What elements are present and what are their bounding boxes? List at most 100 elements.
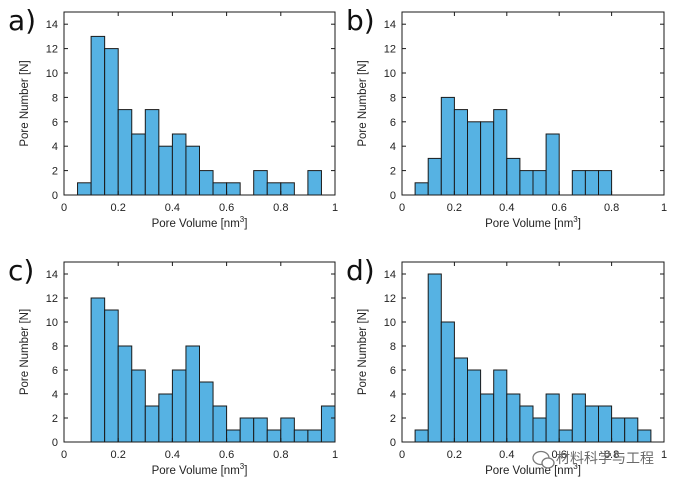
histogram-bar (199, 170, 214, 196)
y-axis-label: Pore Number [N] (357, 60, 369, 146)
x-tick-label: 0.8 (273, 449, 288, 461)
y-tick-label: 0 (390, 437, 396, 449)
y-tick-label: 6 (52, 117, 58, 129)
histogram-bar (532, 417, 547, 443)
histogram-bar (90, 35, 106, 196)
x-tick-label: 0 (61, 202, 67, 214)
histogram-bar (293, 429, 309, 443)
histogram-bar (637, 429, 652, 443)
y-tick-label: 4 (52, 389, 58, 401)
histogram-bar (158, 145, 173, 196)
x-tick-label: 1 (661, 449, 667, 461)
y-tick-label: 6 (390, 117, 396, 129)
x-tick-label: 1 (661, 202, 667, 214)
y-tick-label: 14 (384, 19, 396, 31)
y-tick-label: 2 (390, 166, 396, 178)
y-tick-label: 4 (390, 389, 396, 401)
y-tick-label: 8 (390, 92, 396, 104)
histogram-bar (571, 170, 586, 196)
histogram-bar (493, 109, 508, 196)
histogram-bar (185, 145, 200, 196)
histogram-bar (199, 381, 214, 443)
y-tick-label: 12 (384, 293, 396, 305)
y-tick-label: 2 (390, 413, 396, 425)
histogram-bar (558, 429, 573, 443)
y-tick-label: 0 (390, 190, 396, 202)
wechat-icon (532, 450, 555, 469)
histogram-bar (506, 157, 521, 196)
histogram-bar (185, 345, 200, 443)
y-tick-label: 2 (52, 413, 58, 425)
x-tick-label: 0.4 (499, 449, 514, 461)
histogram-bar (144, 109, 160, 196)
histogram-bar (117, 345, 133, 443)
plot-frame (63, 261, 336, 443)
x-tick-label: 0 (61, 449, 67, 461)
x-tick-label: 0.8 (604, 202, 619, 214)
histogram-bar (414, 429, 429, 443)
plot-frame (401, 261, 665, 443)
y-tick-label: 2 (52, 166, 58, 178)
histogram-bar (280, 417, 295, 443)
histogram-bar (226, 182, 241, 196)
histogram-bar (440, 321, 455, 443)
histogram-bar (480, 121, 495, 196)
y-tick-label: 12 (46, 293, 58, 305)
y-tick-label: 10 (46, 317, 58, 329)
y-tick-label: 12 (384, 44, 396, 56)
histogram-bar (212, 405, 228, 443)
histogram-bar (493, 369, 508, 443)
x-tick-label: 0.6 (552, 449, 567, 461)
y-tick-label: 8 (52, 341, 58, 353)
x-tick-label: 0 (399, 202, 405, 214)
histogram-bar (131, 133, 146, 196)
y-axis-label: Pore Number [N] (357, 309, 369, 395)
y-tick-label: 10 (384, 317, 396, 329)
x-axis-label: Pore Volume [nm3] (485, 215, 581, 230)
histogram-bar (532, 170, 547, 196)
histogram-bar (467, 369, 482, 443)
x-axis-label: Pore Volume [nm3] (485, 462, 581, 477)
histogram-bar (104, 309, 119, 443)
histogram-bar (611, 417, 626, 443)
histogram-bar (571, 393, 586, 443)
watermark-text: 材料科学与工程 (556, 451, 654, 467)
x-tick-label: 0.4 (499, 202, 514, 214)
histogram-bar (480, 393, 495, 443)
histogram-bar (212, 182, 228, 196)
x-tick-label: 0.6 (552, 202, 567, 214)
x-tick-label: 0.2 (447, 449, 462, 461)
histogram-bar (253, 417, 268, 443)
panel-label: c) (8, 254, 34, 287)
histogram-bar (117, 109, 133, 196)
x-tick-label: 0.4 (165, 202, 180, 214)
histogram-bar (131, 369, 146, 443)
histogram-bar (307, 170, 322, 196)
y-tick-label: 12 (46, 44, 58, 56)
histogram-bar (598, 170, 613, 196)
histogram-bar (584, 405, 600, 443)
histogram-bar (519, 170, 534, 196)
histogram-bar (598, 405, 613, 443)
histogram-bar (144, 405, 160, 443)
y-tick-label: 10 (46, 68, 58, 80)
plot-frame (401, 11, 665, 196)
histogram-bar (453, 357, 468, 443)
histogram-bar (506, 393, 521, 443)
y-tick-label: 8 (52, 92, 58, 104)
y-axis-label: Pore Number [N] (19, 60, 31, 146)
histogram-bar (584, 170, 600, 196)
histogram-bar (307, 429, 322, 443)
histogram-bar (158, 393, 173, 443)
histogram-bar (427, 273, 442, 443)
histogram-bar (239, 417, 255, 443)
y-tick-label: 14 (384, 269, 396, 281)
y-tick-label: 6 (390, 365, 396, 377)
histogram-bar (253, 170, 268, 196)
histogram-bar (467, 121, 482, 196)
histogram-bar (320, 405, 336, 443)
